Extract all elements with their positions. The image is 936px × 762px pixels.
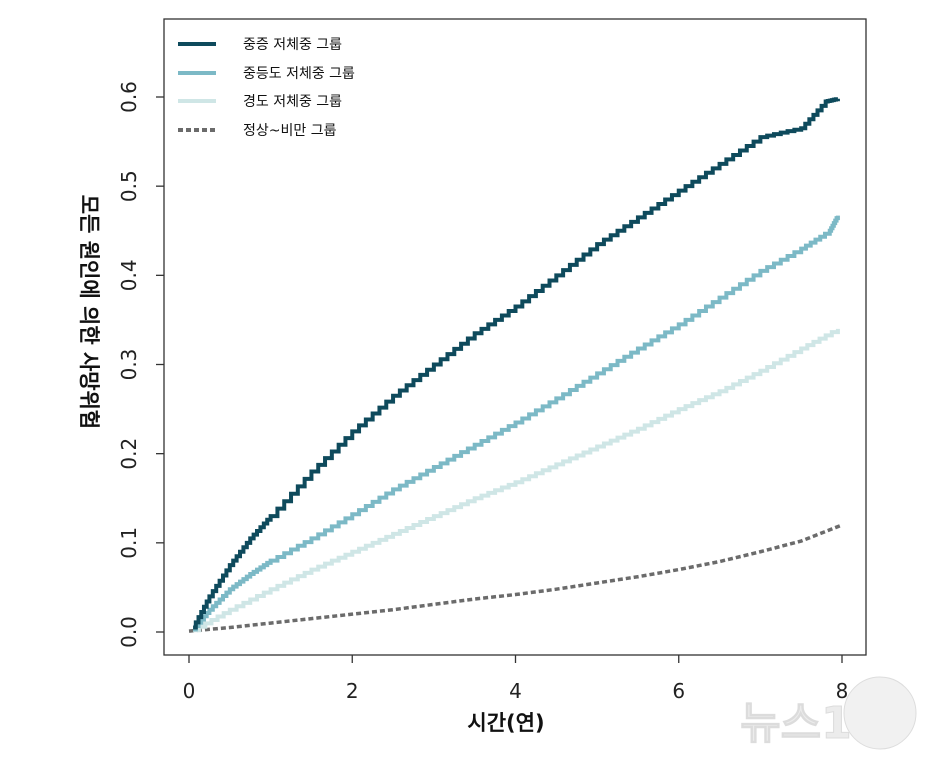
y-tick-label: 0.0 [117,616,141,648]
y-tick-label: 0.4 [117,259,141,291]
x-tick-label: 6 [672,679,685,703]
y-tick-label: 0.6 [117,81,141,113]
x-axis-title: 시간(연) [467,711,544,735]
x-tick-label: 2 [346,679,359,703]
legend-label-moderate: 중등도 저체중 그룹 [243,66,355,82]
series-line-normal [188,523,843,633]
legend: 중증 저체중 그룹 중등도 저체중 그룹 경도 저체중 그룹 정상~비만 그룹 [178,37,355,139]
y-axis-title: 모든 원인에 의한 사망위험 [77,195,101,429]
y-axis: 0.0 0.1 0.2 0.3 0.4 0.5 0.6 [117,81,164,648]
y-tick-label: 0.1 [117,527,141,559]
series-line-moderate [193,215,840,632]
x-axis: 0 2 4 6 8 [183,655,849,703]
y-tick-label: 0.3 [117,349,141,381]
watermark-text: 뉴스1 [740,698,852,749]
x-tick-label: 4 [509,679,522,703]
series-line-severe [193,97,840,630]
x-tick-label: 0 [183,679,196,703]
legend-label-mild: 경도 저체중 그룹 [243,94,342,110]
series-line-mild [193,328,840,633]
legend-label-severe: 중증 저체중 그룹 [243,37,342,53]
y-tick-label: 0.2 [117,438,141,470]
legend-label-normal: 정상~비만 그룹 [243,123,337,139]
x-tick-label: 8 [836,679,849,703]
y-tick-label: 0.5 [117,170,141,202]
series-group [188,97,843,633]
news1-watermark-logo: 뉴스1 [740,676,917,750]
